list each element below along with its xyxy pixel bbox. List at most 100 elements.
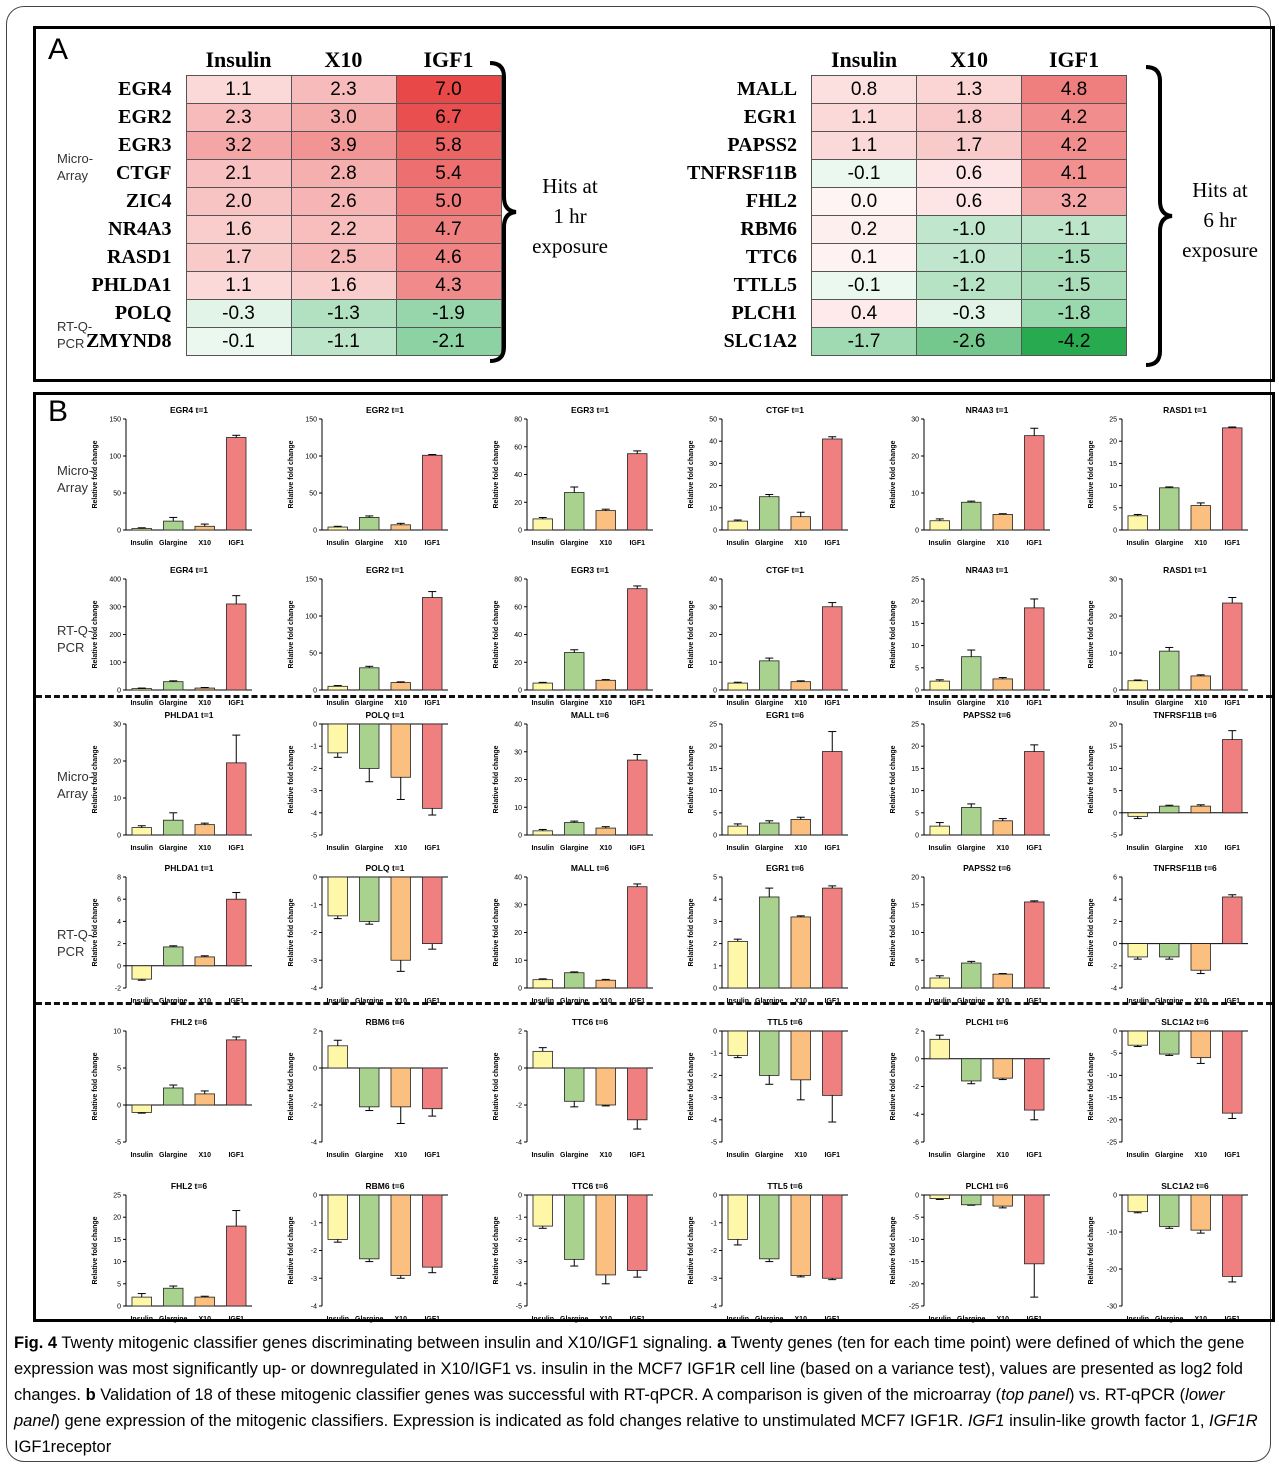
y-tick-label: 30 <box>514 902 522 909</box>
x-tick-label: Insulin <box>326 700 349 707</box>
y-tick-label: 0 <box>518 1193 522 1200</box>
y-axis-label: Relative fold change <box>890 440 897 508</box>
y-tick-label: 100 <box>109 660 121 667</box>
chart-title: PHLDA1 t=1 <box>165 863 214 873</box>
caption-b-text: ) vs. RT-qPCR ( <box>1069 1386 1186 1404</box>
bar-x10 <box>1190 1194 1211 1231</box>
bar-x10 <box>194 824 215 836</box>
y-tick-label: 10 <box>1109 651 1117 658</box>
x-tick-label: X10 <box>199 1152 212 1159</box>
chart-title: EGR3 t=1 <box>571 405 609 415</box>
heatmap-cell: 1.1 <box>185 271 292 300</box>
x-tick-label: IGF1 <box>1224 540 1240 547</box>
bar-x10 <box>390 682 411 691</box>
heatmap-cell: 2.1 <box>185 159 292 188</box>
y-tick-label: -4 <box>311 1140 317 1147</box>
x-tick-label: Glargine <box>355 998 384 1005</box>
x-tick-label: Insulin <box>928 998 951 1005</box>
y-tick-label: -10 <box>1107 1073 1117 1080</box>
y-axis-label: Relative fold change <box>890 600 897 668</box>
row-label-line: RT-Q- <box>57 927 93 942</box>
bar-x10 <box>992 973 1013 989</box>
y-axis-label: Relative fold change <box>1088 1216 1095 1284</box>
chart-title: SLC1A2 t=6 <box>1161 1017 1209 1027</box>
bar-glargine <box>564 972 585 989</box>
x-tick-label: IGF1 <box>629 1152 645 1159</box>
row-label-line: PCR <box>57 640 85 655</box>
heatmap-cell: 6.7 <box>395 103 502 132</box>
y-tick-label: -2 <box>711 1248 717 1255</box>
empty-header <box>82 45 186 76</box>
y-tick-label: -3 <box>711 1276 717 1283</box>
y-tick-label: -5 <box>516 1304 522 1311</box>
x-tick-label: Insulin <box>726 700 749 707</box>
x-tick-label: Glargine <box>957 1316 986 1323</box>
x-tick-label: X10 <box>199 998 212 1005</box>
y-tick-label: 150 <box>305 417 317 424</box>
bar-glargine <box>759 1030 780 1076</box>
y-tick-label: 10 <box>709 505 717 512</box>
chart-title: CTGF t=1 <box>766 405 804 415</box>
bar-chart: TTC6 t=6 Relative fold change -5 -4 -3 -2 -1 0 I… <box>493 1181 653 1323</box>
x-tick-label: Insulin <box>928 540 951 547</box>
y-tick-label: 0 <box>117 963 121 970</box>
x-tick-label: IGF1 <box>1224 998 1240 1005</box>
bar-x10 <box>992 514 1013 531</box>
caption-abbr: IGF1R <box>1209 1412 1258 1430</box>
gene-name: SLC1A2 <box>723 330 798 352</box>
row-label-rtqpcr: RT-Q- PCR <box>57 926 92 960</box>
x-tick-label: Glargine <box>159 540 188 547</box>
x-tick-label: Glargine <box>560 845 589 852</box>
bar-x10 <box>790 681 811 691</box>
hits-label-line: Hits at <box>542 174 598 198</box>
bar-chart: SLC1A2 t=6 Relative fold change -30 -20 -10 0… <box>1088 1181 1248 1323</box>
y-tick-label: -1 <box>311 744 317 751</box>
y-tick-label: 10 <box>1109 483 1117 490</box>
x-tick-label: Insulin <box>326 845 349 852</box>
bar-chart: RASD1 t=1 Relative fold change 0 5 10 15 20 25 I… <box>1088 405 1248 547</box>
y-tick-label: 20 <box>1109 614 1117 621</box>
heatmap-cell: -1.7 <box>811 327 918 356</box>
figure-frame <box>6 6 1271 1462</box>
bar-igf1 <box>822 751 843 836</box>
x-tick-label: Glargine <box>957 1152 986 1159</box>
y-tick-label: 0 <box>518 528 522 535</box>
bar-glargine <box>1159 943 1180 958</box>
y-axis-label: Relative fold change <box>288 1216 295 1284</box>
bar-glargine <box>163 819 184 836</box>
bar-insulin <box>327 723 348 754</box>
heatmap-cell: -1.0 <box>916 215 1023 244</box>
bar-igf1 <box>226 898 247 967</box>
y-tick-label: 0 <box>915 688 919 695</box>
row-label-line: PCR <box>57 944 85 959</box>
bar-x10 <box>390 524 411 531</box>
chart-title: MALL t=6 <box>571 710 610 720</box>
y-tick-label: -15 <box>1107 1095 1117 1102</box>
heatmap-row: EGR2 2.3 3.0 6.7 <box>82 103 502 132</box>
bar-glargine <box>359 1067 380 1108</box>
y-tick-label: 20 <box>911 454 919 461</box>
x-tick-label: IGF1 <box>1026 700 1042 707</box>
gene-name: PLCH1 <box>731 302 798 324</box>
x-tick-label: Glargine <box>560 1316 589 1323</box>
y-tick-label: 20 <box>709 483 717 490</box>
chart-title: SLC1A2 t=6 <box>1161 1181 1209 1191</box>
bar-glargine <box>163 946 184 967</box>
heatmap-cell: 0.1 <box>811 243 918 272</box>
bar-igf1 <box>422 876 443 944</box>
bar-insulin <box>727 520 748 531</box>
bar-glargine <box>564 652 585 691</box>
x-tick-label: X10 <box>1195 1316 1208 1323</box>
y-tick-label: 0 <box>117 688 121 695</box>
y-tick-label: 0 <box>915 833 919 840</box>
bar-igf1 <box>1222 427 1243 531</box>
bar-x10 <box>390 876 411 961</box>
bar-insulin <box>727 682 748 691</box>
y-tick-label: 0 <box>117 833 121 840</box>
y-tick-label: 0 <box>713 833 717 840</box>
y-axis-label: Relative fold change <box>493 600 500 668</box>
gene-name: PAPSS2 <box>727 134 798 156</box>
row-label-line: Array <box>57 168 89 183</box>
x-tick-label: Glargine <box>755 540 784 547</box>
x-tick-label: Insulin <box>531 1316 554 1323</box>
